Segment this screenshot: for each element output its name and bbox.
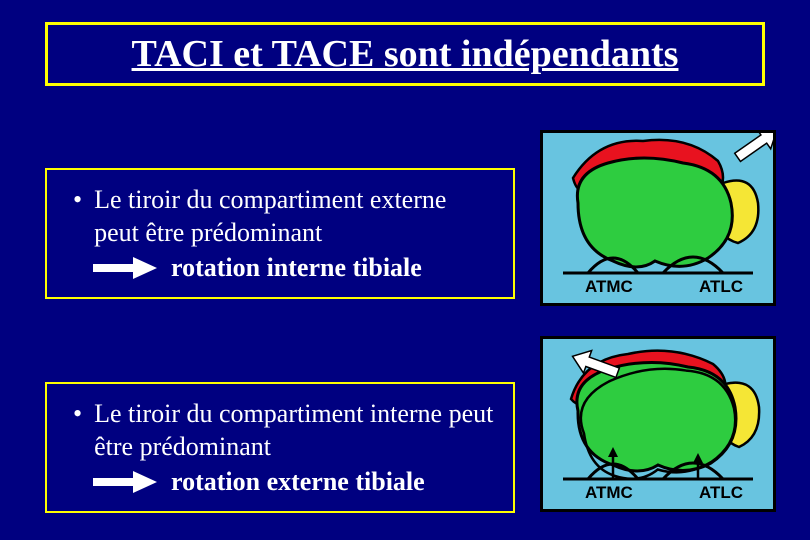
arrow-text-2: rotation externe tibiale [171,467,425,497]
diagram-1-label-left: ATMC [585,277,633,297]
bullet-box-1: • Le tiroir du compartiment externe peut… [45,168,515,299]
arrow-text-1: rotation interne tibiale [171,253,422,283]
bullet-dot-icon: • [73,184,82,217]
diagram-2-label-right: ATLC [699,483,743,503]
diagram-2: ATMC ATLC [540,336,776,512]
diagram-1-label-right: ATLC [699,277,743,297]
title-box: TACI et TACE sont indépendants [45,22,765,86]
diagram-1: ATMC ATLC [540,130,776,306]
arrow-right-icon [93,471,157,493]
bullet-line-1: • Le tiroir du compartiment externe peut… [63,184,497,249]
bullet-line-2: • Le tiroir du compartiment interne peut… [63,398,497,463]
arrow-right-icon [93,257,157,279]
bullet-dot-icon: • [73,398,82,431]
bullet-box-2: • Le tiroir du compartiment interne peut… [45,382,515,513]
page-title: TACI et TACE sont indépendants [132,32,679,76]
arrow-line-2: rotation externe tibiale [63,467,497,497]
bullet-text-1: Le tiroir du compartiment externe peut ê… [94,184,497,249]
bullet-text-2: Le tiroir du compartiment interne peut ê… [94,398,497,463]
arrow-line-1: rotation interne tibiale [63,253,497,283]
diagram-2-label-left: ATMC [585,483,633,503]
